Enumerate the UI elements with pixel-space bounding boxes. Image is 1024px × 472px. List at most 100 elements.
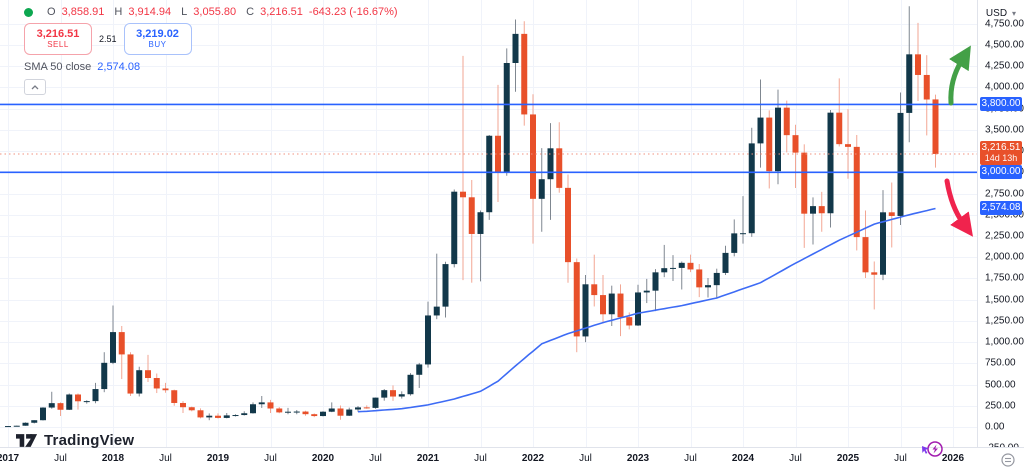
candle bbox=[433, 253, 440, 320]
candle bbox=[22, 422, 29, 426]
buy-button[interactable]: 3,219.02 BUY bbox=[123, 23, 192, 55]
candle bbox=[250, 402, 256, 414]
candle bbox=[390, 385, 396, 401]
sell-price: 3,216.51 bbox=[36, 28, 80, 40]
candle bbox=[915, 22, 921, 102]
candle bbox=[582, 275, 589, 343]
currency-selector[interactable]: USD ▾ bbox=[978, 4, 1024, 22]
time-tick: 2020 bbox=[311, 453, 335, 464]
candle bbox=[678, 261, 685, 290]
candle bbox=[888, 182, 895, 248]
last-price-badge: 3,216.51 14d 13h bbox=[980, 140, 1022, 165]
candle bbox=[83, 400, 90, 404]
level-price-badge: 3,800.00 bbox=[980, 97, 1022, 112]
time-tick: Jul bbox=[789, 453, 802, 464]
sell-button[interactable]: 3,216.51 SELL bbox=[24, 23, 92, 55]
close-label: C bbox=[246, 6, 255, 18]
chevron-down-icon: ▾ bbox=[1012, 8, 1017, 18]
time-tick: Jul bbox=[54, 453, 67, 464]
candle bbox=[740, 196, 746, 244]
change-value: -643.23 (-16.67%) bbox=[308, 6, 398, 18]
watermark-text: TradingView bbox=[44, 432, 135, 449]
candle bbox=[241, 411, 248, 416]
candle bbox=[40, 407, 46, 421]
candle bbox=[328, 402, 335, 413]
candle bbox=[302, 410, 309, 416]
candle bbox=[748, 127, 755, 237]
gridlines bbox=[0, 0, 978, 448]
plot-area bbox=[0, 0, 978, 448]
price-tick: 1,250.00 bbox=[985, 315, 1024, 327]
candle bbox=[416, 362, 423, 388]
candle bbox=[285, 407, 291, 415]
candle bbox=[407, 373, 414, 396]
time-tick: 2022 bbox=[521, 453, 545, 464]
candle bbox=[13, 425, 20, 427]
candle bbox=[57, 402, 64, 416]
candle bbox=[530, 94, 536, 244]
buy-price: 3,219.02 bbox=[136, 28, 179, 40]
candle bbox=[145, 354, 151, 383]
candle bbox=[127, 352, 134, 397]
time-tick: 2024 bbox=[731, 453, 755, 464]
candle bbox=[923, 55, 930, 136]
high-value: 3,914.94 bbox=[128, 6, 172, 18]
time-axis[interactable]: 2017 Jul 2018 Jul 2019 Jul 2020 Jul 2021 Jul 2022 J… bbox=[0, 447, 1024, 472]
candle bbox=[153, 373, 160, 394]
candle bbox=[538, 148, 545, 232]
candle bbox=[871, 261, 878, 310]
candle bbox=[398, 391, 405, 399]
candle bbox=[442, 261, 449, 318]
market-status-dot bbox=[24, 7, 33, 17]
candle bbox=[757, 79, 764, 168]
currency-label: USD bbox=[985, 7, 1008, 19]
candle bbox=[276, 407, 283, 414]
candle bbox=[801, 144, 808, 248]
candle bbox=[486, 134, 493, 220]
indicator-name: SMA 50 close bbox=[24, 61, 92, 73]
price-tick: 0.00 bbox=[985, 421, 1005, 433]
candle bbox=[635, 284, 641, 326]
price-axis[interactable]: USD ▾ 4,750.00 4,500.00 4,250.00 4,000.00 3,… bbox=[977, 0, 1024, 454]
sma-value-badge: 2,574.08 bbox=[980, 201, 1022, 216]
time-tick: Jul bbox=[684, 453, 697, 464]
candle bbox=[652, 269, 659, 312]
legend-collapse-button[interactable] bbox=[24, 79, 46, 95]
candle bbox=[643, 278, 650, 304]
quick-action-lightning-icon[interactable] bbox=[918, 438, 946, 460]
candle bbox=[223, 412, 230, 419]
candle bbox=[670, 255, 676, 281]
arrow-up-drawing[interactable] bbox=[948, 45, 971, 106]
axis-settings-icon[interactable] bbox=[1000, 452, 1016, 468]
candle bbox=[783, 100, 790, 153]
sell-label: SELL bbox=[47, 40, 69, 49]
time-tick: Jul bbox=[369, 453, 382, 464]
candle bbox=[818, 191, 825, 232]
arrow-down-drawing[interactable] bbox=[944, 178, 973, 237]
candle bbox=[687, 254, 694, 273]
candle bbox=[862, 210, 869, 279]
trade-buttons-row: 3,216.51 SELL 2.51 3,219.02 BUY bbox=[24, 23, 398, 55]
price-tick: 1,500.00 bbox=[985, 294, 1024, 306]
price-tick: 1,750.00 bbox=[985, 272, 1024, 284]
candle bbox=[92, 382, 99, 404]
price-tick: 500.00 bbox=[985, 379, 1016, 391]
candle bbox=[232, 414, 239, 417]
time-tick: 2018 bbox=[101, 453, 125, 464]
level-price-badge: 3,000.00 bbox=[980, 165, 1022, 180]
candle bbox=[906, 6, 913, 143]
candle bbox=[696, 264, 703, 298]
candle bbox=[31, 420, 38, 424]
candle bbox=[495, 84, 501, 203]
candle bbox=[320, 411, 326, 417]
open-value: 3,858.91 bbox=[61, 6, 105, 18]
candle bbox=[565, 174, 571, 283]
time-tick: Jul bbox=[579, 453, 592, 464]
candle bbox=[136, 366, 143, 397]
sma50-line[interactable] bbox=[357, 207, 936, 413]
candle bbox=[180, 401, 186, 413]
candle bbox=[477, 210, 484, 282]
candle bbox=[932, 94, 939, 168]
price-tick: 1,000.00 bbox=[985, 336, 1024, 348]
